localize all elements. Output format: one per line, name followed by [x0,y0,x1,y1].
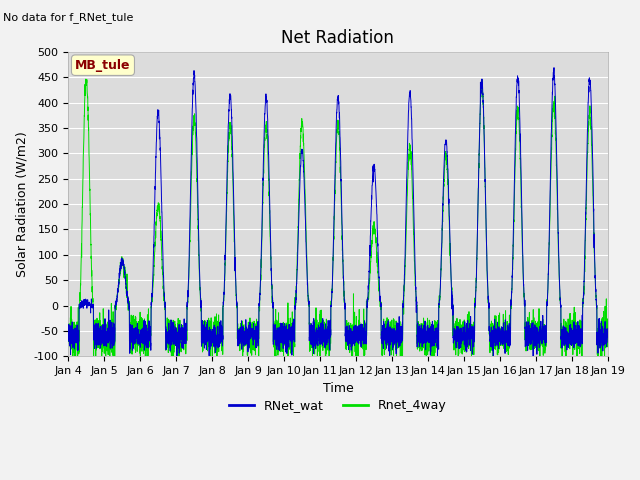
Text: No data for f_RNet_tule: No data for f_RNet_tule [3,12,134,23]
X-axis label: Time: Time [323,382,353,395]
Title: Net Radiation: Net Radiation [282,29,394,48]
Legend: RNet_wat, Rnet_4way: RNet_wat, Rnet_4way [224,394,452,417]
Text: MB_tule: MB_tule [76,59,131,72]
Y-axis label: Solar Radiation (W/m2): Solar Radiation (W/m2) [15,131,28,277]
